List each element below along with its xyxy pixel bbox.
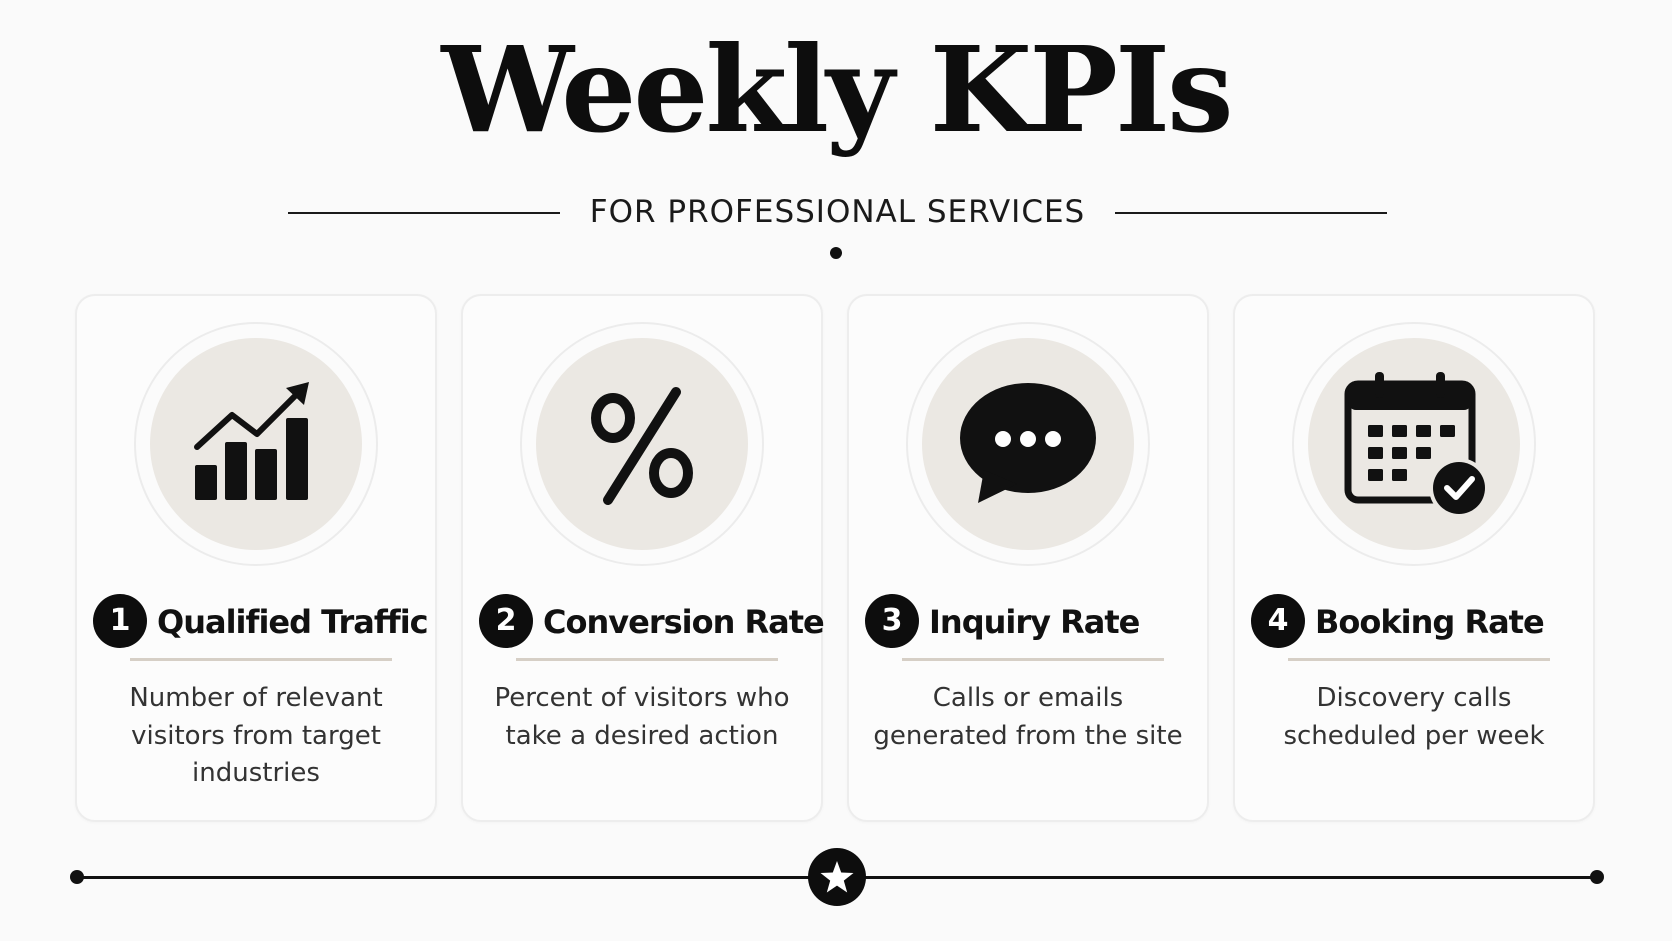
kpi-title: Inquiry Rate xyxy=(929,603,1140,641)
page-subtitle: FOR PROFESSIONAL SERVICES xyxy=(589,194,1086,230)
subtitle-rule-right xyxy=(1115,212,1387,214)
bar-chart-trend-icon xyxy=(150,338,362,550)
kpi-card-qualified-traffic: 1 Qualified Traffic Number of relevant v… xyxy=(75,294,437,822)
icon-ring xyxy=(1292,322,1536,566)
star-icon xyxy=(808,848,866,906)
kpi-number-badge: 3 xyxy=(865,594,919,648)
subtitle-rule-left xyxy=(288,212,560,214)
kpi-description: Discovery calls scheduled per week xyxy=(1283,683,1545,751)
footer-dot-left xyxy=(70,870,84,884)
icon-ring xyxy=(520,322,764,566)
kpi-title: Booking Rate xyxy=(1315,603,1545,641)
kpi-title-rule xyxy=(1288,658,1550,661)
icon-ring xyxy=(134,322,378,566)
kpi-title-rule xyxy=(516,658,778,661)
kpi-title-rule xyxy=(130,658,392,661)
chat-bubble-icon xyxy=(922,338,1134,550)
kpi-title: Conversion Rate xyxy=(543,603,825,641)
kpi-card-conversion-rate: 2 Conversion Rate Percent of visitors wh… xyxy=(461,294,825,822)
kpi-description: Percent of visitors who take a desired a… xyxy=(494,683,790,751)
page-title: Weekly KPIs xyxy=(441,20,1233,159)
calendar-check-icon xyxy=(1308,338,1520,550)
icon-ring xyxy=(906,322,1150,566)
kpi-card-inquiry-rate: 3 Inquiry Rate Calls or emails generated… xyxy=(847,294,1209,822)
kpi-description: Number of relevant visitors from target … xyxy=(129,683,383,788)
kpi-card-booking-rate: 4 Booking Rate Discovery calls scheduled… xyxy=(1233,294,1595,822)
divider-dot xyxy=(830,247,842,259)
kpi-description: Calls or emails generated from the site xyxy=(873,683,1183,751)
percent-icon xyxy=(536,338,748,550)
kpi-number-badge: 1 xyxy=(93,594,147,648)
kpi-number-badge: 4 xyxy=(1251,594,1305,648)
footer-dot-right xyxy=(1590,870,1604,884)
kpi-title-rule xyxy=(902,658,1164,661)
kpi-title: Qualified Traffic xyxy=(157,603,429,641)
subtitle-row: FOR PROFESSIONAL SERVICES xyxy=(0,192,1672,232)
kpi-number-badge: 2 xyxy=(479,594,533,648)
